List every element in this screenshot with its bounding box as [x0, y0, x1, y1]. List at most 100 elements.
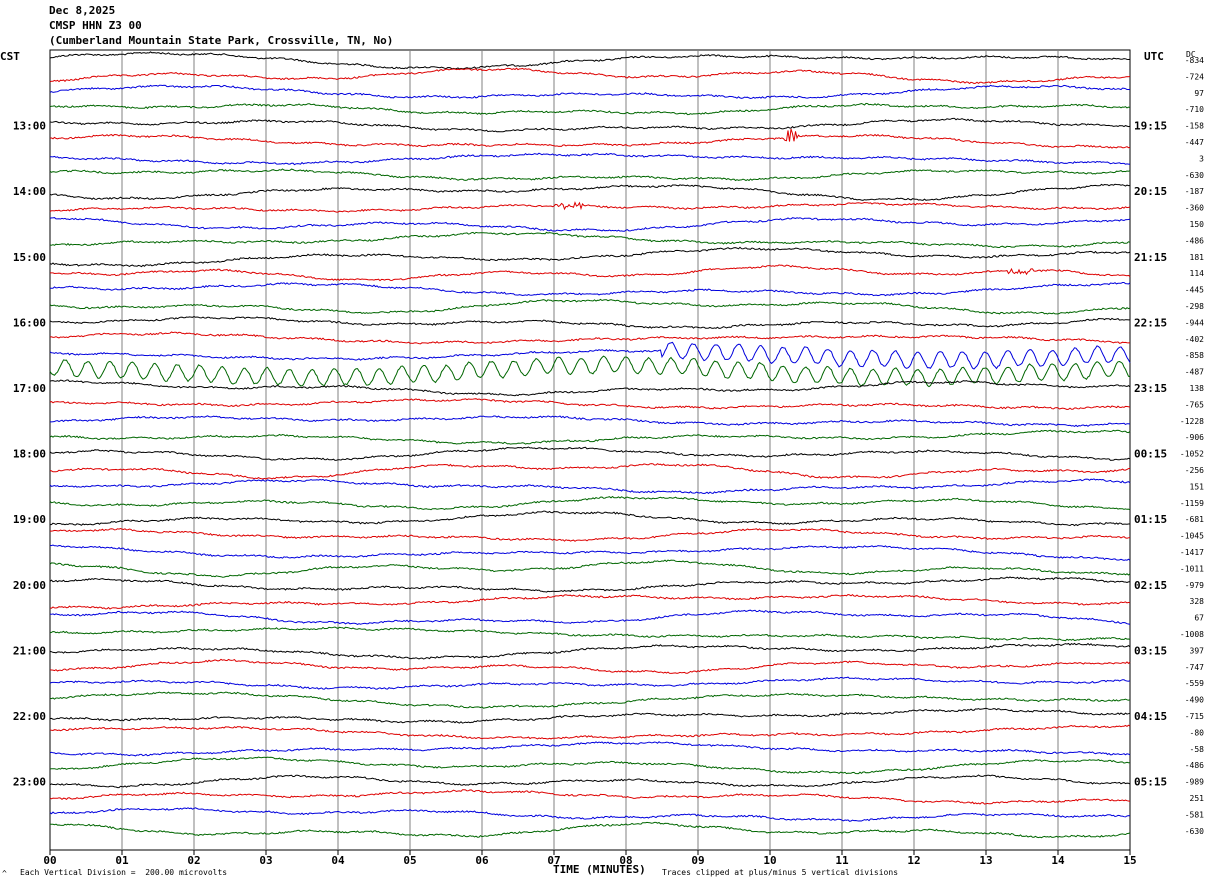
left-hour-label: 18:00 [13, 448, 46, 461]
trace-line [49, 676, 1131, 690]
dc-offset-label: -681 [1185, 515, 1204, 524]
dc-offset-label: 181 [1190, 253, 1205, 262]
dc-offset-label: -747 [1185, 663, 1204, 672]
right-hour-label: 05:15 [1134, 776, 1167, 789]
x-tick-label: 14 [1051, 854, 1065, 867]
dc-offset-label: -710 [1185, 105, 1204, 114]
dc-offset-label: -765 [1185, 400, 1204, 409]
trace-line [49, 128, 1131, 149]
dc-offset-label: -989 [1185, 778, 1204, 787]
dc-offset-label: -834 [1185, 56, 1204, 65]
left-hour-label: 23:00 [13, 776, 46, 789]
x-tick-label: 02 [187, 854, 200, 867]
scale-note: Each Vertical Division = 200.00 microvol… [20, 868, 228, 877]
seismic-traces [49, 51, 1131, 839]
dc-offset-label: -724 [1185, 72, 1204, 81]
right-timezone-label: UTC [1144, 50, 1164, 63]
x-tick-label: 13 [979, 854, 992, 867]
x-axis-title: TIME (MINUTES) [553, 863, 646, 876]
dc-offset-label: -298 [1185, 302, 1204, 311]
dc-offset-label: -80 [1190, 728, 1205, 737]
dc-offset-label: 97 [1194, 89, 1204, 98]
trace-line [49, 84, 1131, 100]
dc-offset-label: 150 [1190, 220, 1205, 229]
dc-offset-label: -402 [1185, 335, 1204, 344]
dc-offset-label: 151 [1190, 482, 1205, 491]
dc-offset-label: -979 [1185, 581, 1204, 590]
x-tick-label: 15 [1123, 854, 1136, 867]
left-hour-label: 21:00 [13, 644, 46, 657]
dc-offset-label: -858 [1185, 351, 1204, 360]
clip-note: Traces clipped at plus/minus 5 vertical … [662, 868, 899, 877]
dc-offset-label: -486 [1185, 761, 1204, 770]
date-label: Dec 8,2025 [49, 4, 116, 17]
trace-line [50, 527, 1131, 542]
dc-label: DC [1186, 50, 1196, 59]
trace-line [49, 642, 1131, 660]
left-hour-label: 14:00 [13, 185, 46, 198]
trace-line [49, 724, 1131, 740]
minute-grid [49, 49, 1131, 855]
dc-offset-label: -559 [1185, 679, 1204, 688]
trace-line [49, 429, 1131, 445]
trace-line [49, 298, 1131, 315]
trace-line [49, 478, 1131, 495]
trace-line [49, 821, 1131, 839]
dc-offset-label: -486 [1185, 236, 1204, 245]
x-tick-label: 08 [619, 854, 632, 867]
dc-offset-label: -58 [1190, 745, 1205, 754]
left-hour-label: 16:00 [13, 316, 46, 329]
axis-labels: 00 01 02 03 04 05 06 07 08 09 10 11 12 13 14 15 13:00 14:… [13, 56, 1204, 867]
trace-line [49, 707, 1131, 724]
right-hour-label: 01:15 [1134, 513, 1167, 526]
dc-offset-label: -360 [1185, 204, 1204, 213]
trace-line [49, 495, 1131, 511]
dc-offset-label: -447 [1185, 138, 1204, 147]
dc-offset-label: 114 [1190, 269, 1205, 278]
left-hour-label: 19:00 [13, 513, 46, 526]
right-hour-label: 19:15 [1134, 120, 1167, 133]
x-tick-label: 07 [547, 854, 560, 867]
dc-offset-label: -630 [1185, 827, 1204, 836]
trace-line [49, 331, 1131, 345]
trace-line [49, 117, 1131, 133]
dc-offset-label: -1008 [1180, 630, 1204, 639]
trace-line [49, 183, 1130, 201]
dc-offset-label: 138 [1190, 384, 1205, 393]
x-tick-label: 01 [115, 854, 129, 867]
dc-offset-label: -487 [1185, 368, 1204, 377]
trace-line [49, 658, 1131, 674]
dc-offset-label: -1417 [1180, 548, 1204, 557]
dc-offset-label: -187 [1185, 187, 1204, 196]
trace-line [49, 463, 1131, 480]
right-hour-label: 00:15 [1134, 448, 1167, 461]
dc-offset-label: -581 [1185, 810, 1204, 819]
trace-line [49, 341, 1131, 370]
trace-line [49, 355, 1131, 388]
trace-line [49, 807, 1131, 822]
trace-line [49, 315, 1130, 329]
right-hour-label: 03:15 [1134, 644, 1167, 657]
dc-offset-label: 251 [1190, 794, 1205, 803]
x-tick-label: 11 [835, 854, 849, 867]
channel-label: CMSP HHN Z3 00 [49, 19, 142, 32]
dc-offset-label: -1011 [1180, 564, 1204, 573]
trace-line [49, 756, 1131, 775]
trace-line [50, 152, 1131, 166]
x-tick-label: 03 [259, 854, 272, 867]
trace-line [49, 446, 1131, 461]
trace-line [49, 231, 1131, 248]
right-hour-label: 21:15 [1134, 251, 1167, 264]
dc-offset-label: -715 [1185, 712, 1204, 721]
dc-offset-label: 3 [1199, 154, 1204, 163]
left-hour-label: 15:00 [13, 251, 46, 264]
trace-line [49, 691, 1131, 709]
x-tick-label: 12 [907, 854, 920, 867]
trace-line [50, 415, 1131, 428]
corner-mark: ^ [2, 869, 7, 878]
dc-offset-label: -1159 [1180, 499, 1204, 508]
trace-line [49, 626, 1131, 642]
trace-line [49, 774, 1131, 789]
x-tick-label: 09 [691, 854, 704, 867]
x-tick-label: 05 [403, 854, 416, 867]
